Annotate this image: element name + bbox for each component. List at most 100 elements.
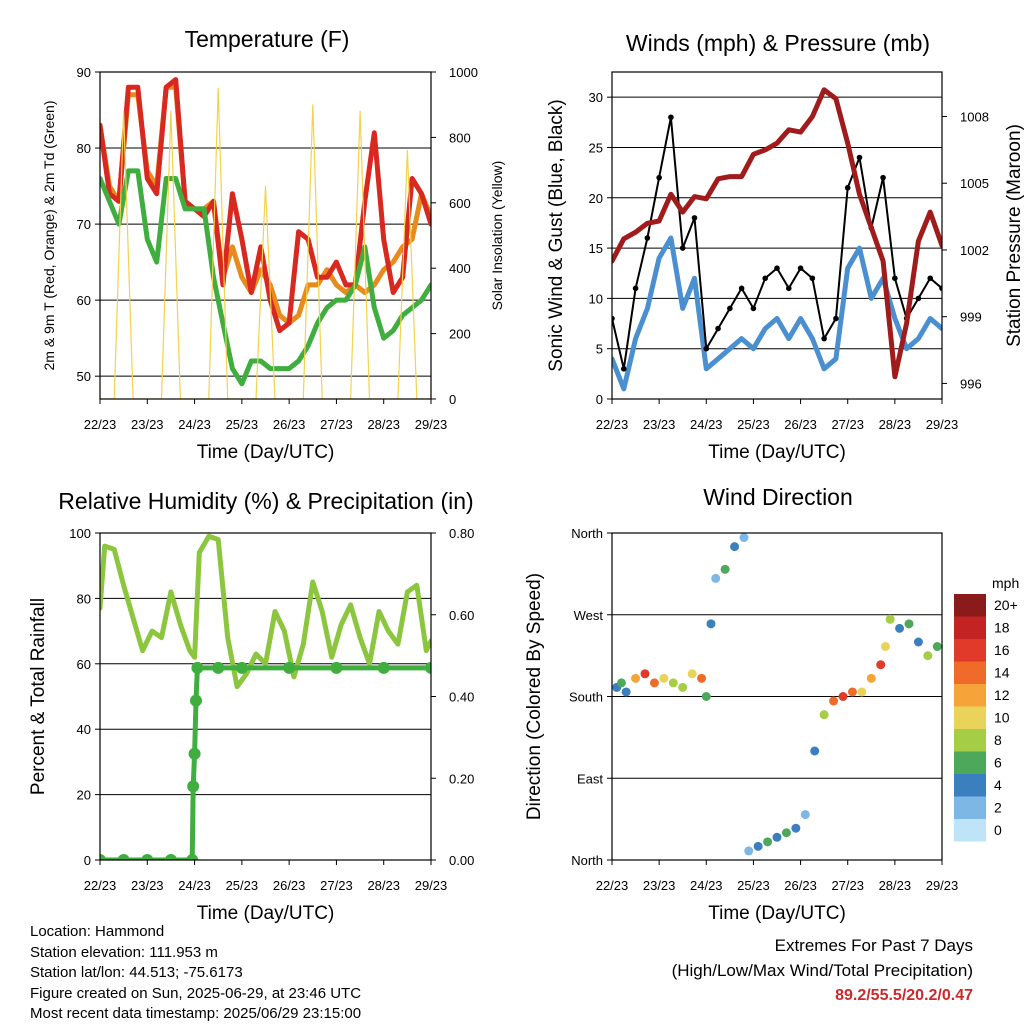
precip-point [117,854,130,860]
wind-direction-point [800,810,810,820]
gust-point [939,285,942,292]
y-tick-label: 80 [77,141,91,156]
wind-direction-point [772,832,782,842]
precip-point [235,661,248,674]
precip-point [188,747,201,760]
wind-direction-point [739,533,749,543]
y2-tick-label: 0.80 [449,526,474,541]
gust-point [785,285,792,292]
wind-direction-point [819,710,829,720]
x-tick-label: 24/23 [178,878,211,893]
wind-direction-point [687,669,697,679]
y-tick-label: 60 [77,657,91,672]
wind-direction-point [866,673,876,683]
y-tick-label: 0 [84,853,91,868]
gust-point [809,275,816,282]
precip-point [186,854,199,860]
wind-direction-point [876,660,886,670]
x-tick-label: 26/23 [273,878,306,893]
plot-frame [611,71,943,400]
y2-tick-label: 1000 [449,65,478,80]
y-tick-label: 10 [589,291,603,306]
y2-tick-label: 996 [960,376,982,391]
wind-direction-point [885,614,895,624]
colorbar-label: 12 [994,687,1010,703]
elevation-label: Station elevation: 111.953 m [30,943,218,961]
extremes-summary: Extremes For Past 7 Days (High/Low/Max W… [672,933,973,1008]
wind-direction-point [913,637,923,647]
y-axis-label: Direction (Colored By Speed) [524,573,545,820]
gust-point [738,285,745,292]
wind-direction-point [753,841,763,851]
wind-direction-point [847,687,857,697]
colorbar-label: 8 [994,732,1002,748]
wind-direction-point [932,642,942,652]
colorbar-swatch [954,616,986,639]
x-tick-label: 23/23 [131,878,164,893]
gust-point [833,315,839,322]
created-label: Figure created on Sun, 2025-06-29, at 23… [30,984,362,1002]
x-tick-label: 22/23 [596,417,629,432]
x-tick-label: 27/23 [831,878,864,893]
gust-point [927,275,934,282]
wind-direction-point [880,642,890,652]
y-tick-label: 60 [77,293,91,308]
wind-direction-point [857,687,867,697]
colorbar-swatch [954,751,986,774]
x-tick-label: 27/23 [320,417,353,432]
wind-direction-point [697,673,707,683]
x-tick-label: 23/23 [643,417,676,432]
series-group [612,87,942,392]
x-axis-label: Time (Day/UTC) [197,442,335,463]
y2-tick-label: 999 [960,310,982,325]
series-line-2 [100,665,431,860]
wind-direction-point [781,828,791,838]
wind-direction-point [904,619,914,629]
x-tick-label: 28/23 [879,878,912,893]
gust-point [632,285,639,292]
plot-frame [99,532,432,861]
chart-panel-2: Winds (mph) & Pressure (mb) 0 5 10 15 20 25 30 9… [546,30,1024,463]
x-axis-label: Time (Day/UTC) [708,442,846,463]
latest-timestamp-label: Most recent data timestamp: 2025/06/29 2… [30,1005,362,1022]
gust-point [750,305,757,312]
colorbar-label: 16 [994,642,1010,658]
wind-direction-point [763,837,773,847]
series-line-4 [100,87,431,399]
extremes-values: 89.2/55.5/20.2/0.47 [835,987,973,1004]
colorbar-label: 20+ [994,597,1018,613]
precip-point [377,661,390,674]
y2-tick-label: 600 [449,196,471,211]
y2-tick-label: 1008 [960,109,989,124]
series-group [100,533,431,860]
gust-point [844,184,851,191]
gust-point [703,345,710,352]
gust-point [774,265,780,272]
gust-point [691,215,698,221]
y2-tick-label: 0.40 [449,690,474,705]
x-tick-label: 29/23 [415,878,448,893]
colorbar-label: 6 [994,755,1002,771]
gust-point [880,174,886,181]
wind-direction-point [720,564,730,574]
gust-point [797,265,804,272]
plot-frame [611,532,943,861]
wind-direction-point [659,673,669,683]
y2-tick-label: 0.20 [449,771,474,786]
station-info: Location: Hammond Station elevation: 111… [30,922,361,1025]
wind-direction-point [730,542,740,552]
series-line-1 [100,533,431,690]
series-line-3 [100,168,431,387]
y-tick-label: 0 [596,392,603,407]
colorbar-swatch [954,729,986,752]
colorbar-label: 2 [994,800,1002,816]
gust-point [915,295,922,302]
precip-point [283,661,296,674]
chart-panel-1: Temperature (F) 50 60 70 80 90 0 200 400 600 800 10… [41,26,505,463]
gust-point [715,325,721,332]
chart-title: Wind Direction [703,484,853,510]
y-tick-label: 20 [589,191,603,206]
x-tick-label: 25/23 [226,878,259,893]
gust-point [644,235,651,241]
precip-point [100,854,106,860]
